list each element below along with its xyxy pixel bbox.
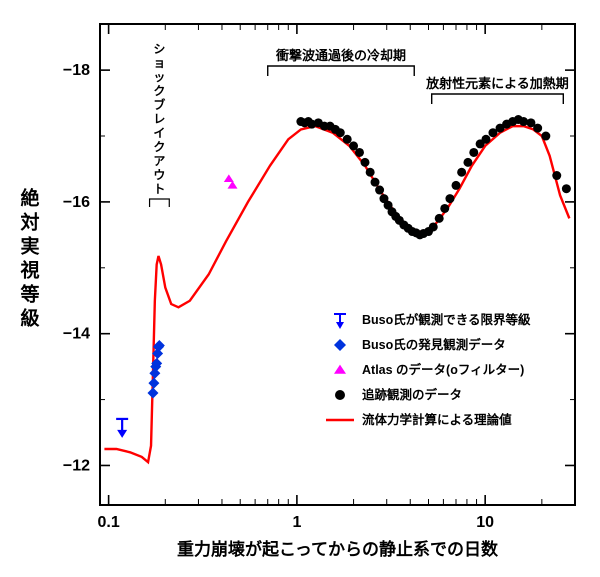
followup-point (541, 132, 550, 141)
y-tick-label: −12 (63, 457, 90, 474)
followup-point (552, 171, 561, 180)
followup-point (360, 158, 369, 167)
svg-text:ョ: ョ (153, 56, 165, 70)
svg-text:実: 実 (20, 235, 39, 258)
y-axis-label: 絶対実視等級 (19, 187, 39, 330)
followup-point (440, 204, 449, 213)
x-tick-label: 10 (476, 514, 494, 531)
svg-text:シ: シ (153, 42, 165, 56)
svg-text:ア: ア (153, 154, 165, 168)
followup-point (562, 184, 571, 193)
legend-marker (334, 339, 346, 351)
legend-buso-data: Buso氏の発見観測データ (362, 337, 506, 352)
x-tick-label: 0.1 (97, 514, 119, 531)
buso-data-point (148, 378, 159, 389)
svg-text:ク: ク (153, 140, 165, 154)
followup-point (336, 128, 345, 137)
y-tick-label: −18 (63, 62, 90, 79)
legend-followup: 追跡観測のデータ (362, 387, 462, 402)
followup-point (463, 158, 472, 167)
followup-point (371, 178, 380, 187)
followup-point (452, 181, 461, 190)
followup-point (429, 222, 438, 231)
x-axis-label: 重力崩壊が起こってからの静止系での日数 (177, 539, 499, 559)
svg-text:ク: ク (153, 84, 165, 98)
followup-point (469, 148, 478, 157)
buso-data-point (147, 387, 158, 398)
shock-breakout-label: ショックブレイクアウト (153, 42, 165, 196)
theory-curve (104, 126, 569, 462)
legend-marker (334, 365, 346, 374)
svg-text:対: 対 (19, 211, 39, 234)
plot-frame (100, 24, 575, 505)
followup-point (457, 168, 466, 177)
atlas-point (224, 174, 234, 182)
followup-point (355, 148, 364, 157)
x-tick-label: 1 (292, 514, 301, 531)
followup-point (435, 214, 444, 223)
svg-text:視: 視 (19, 259, 39, 282)
svg-text:ウ: ウ (153, 168, 165, 182)
y-tick-label: −16 (63, 194, 90, 211)
y-tick-label: −14 (63, 326, 90, 343)
svg-text:級: 級 (20, 307, 39, 330)
buso-limit-point (117, 430, 127, 438)
atlas-point (228, 181, 238, 189)
followup-point (343, 135, 352, 144)
followup-point (533, 124, 542, 133)
legend-buso-limit: Buso氏が観測できる限界等級 (362, 312, 531, 327)
svg-text:イ: イ (153, 126, 165, 140)
radioactive-phase-label: 放射性元素による加熱期 (425, 76, 569, 91)
svg-text:レ: レ (153, 112, 165, 126)
followup-point (445, 194, 454, 203)
svg-text:ト: ト (153, 182, 165, 196)
svg-text:ブ: ブ (153, 97, 165, 112)
followup-point (366, 168, 375, 177)
followup-point (375, 186, 384, 195)
legend-atlas: Atlas のデータ(oフィルター) (362, 362, 524, 377)
svg-text:絶: 絶 (20, 187, 39, 210)
svg-text:ッ: ッ (153, 70, 165, 84)
followup-point (481, 135, 490, 144)
legend-theory: 流体力学計算による理論値 (362, 412, 512, 427)
svg-text:等: 等 (19, 283, 39, 306)
cooling-phase-label: 衝撃波通過後の冷却期 (275, 48, 406, 63)
